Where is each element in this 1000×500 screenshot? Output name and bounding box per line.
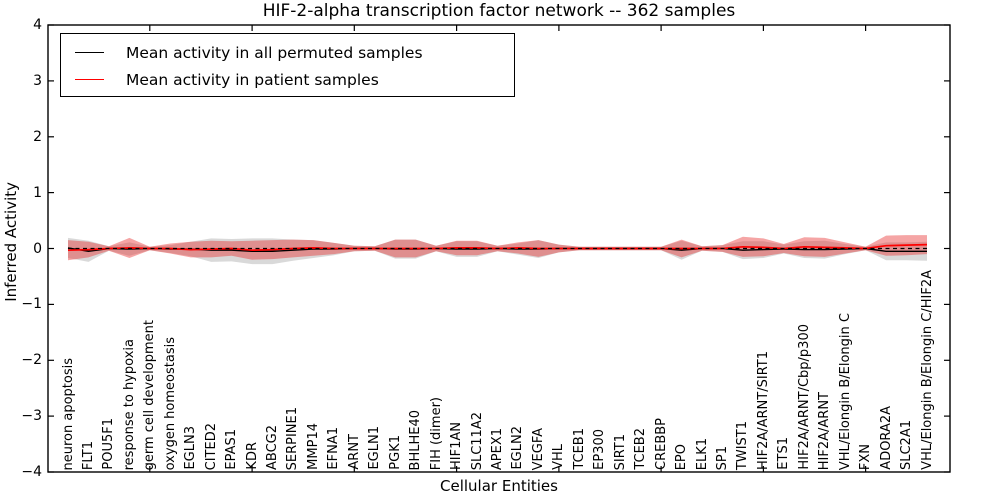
x-category-label: HIF1AN (449, 422, 465, 470)
patient-line-swatch-icon (75, 79, 104, 80)
x-category-label: ADORA2A (878, 406, 894, 470)
x-category-label: EPAS1 (224, 429, 240, 470)
x-category-label: response to hypoxia (121, 338, 137, 470)
x-category-label: HIF2A/ARNT/Cbp/p300 (796, 324, 812, 470)
x-category-label: ABCG2 (265, 424, 281, 470)
x-category-label: VHL/Elongin B/Elongin C/HIF2A (919, 270, 935, 470)
x-category-label: TWIST1 (735, 420, 751, 470)
x-category-label: FLT1 (80, 440, 96, 470)
x-category-label: EGLN3 (183, 426, 199, 470)
y-tick-label: 1 (33, 184, 42, 201)
x-category-label: BHLHE40 (408, 409, 424, 470)
x-category-label: KDR (244, 442, 260, 470)
x-category-label: ARNT (346, 434, 362, 470)
x-category-label: MMP14 (305, 423, 321, 470)
x-category-label: ELK1 (694, 437, 710, 470)
x-category-label: FXN (858, 443, 874, 470)
x-category-label: PGK1 (387, 435, 403, 470)
x-category-label: oxygen homeostasis (162, 336, 178, 470)
x-category-label: VEGFA (530, 427, 546, 470)
y-tick-label: 2 (33, 128, 42, 145)
x-category-label: APEX1 (490, 427, 505, 470)
x-category-label: SIRT1 (612, 433, 628, 470)
legend-item-patient: Mean activity in patient samples (61, 66, 514, 93)
x-category-label: neuron apoptosis (60, 357, 76, 471)
y-tick-label: 0 (33, 240, 42, 257)
x-category-label: EP300 (592, 429, 608, 470)
x-category-label: EPO (674, 443, 690, 470)
x-category-label: EFNA1 (326, 427, 342, 470)
x-category-label: TCEB1 (571, 428, 587, 470)
x-axis-label: Cellular Entities (440, 477, 558, 495)
x-category-label: SP1 (714, 445, 730, 470)
x-category-label: SLC11A2 (469, 411, 485, 470)
permuted-line-swatch-icon (75, 52, 104, 53)
x-category-label: EGLN1 (367, 426, 383, 470)
x-category-label: FIH (dimer) (428, 396, 444, 470)
x-category-label: VHL/Elongin B/Elongin C (837, 312, 853, 470)
x-category-label: EGLN2 (510, 426, 526, 470)
x-category-label: VHL (551, 444, 567, 470)
x-category-label: germ cell development (142, 319, 158, 470)
y-tick-label: 4 (33, 17, 42, 33)
x-category-label: HIF2A/ARNT (817, 391, 833, 470)
y-tick-label: −1 (21, 296, 42, 313)
permuted-std-band (68, 237, 927, 265)
x-category-label: TCEB2 (633, 428, 649, 470)
x-category-label: CITED2 (203, 422, 219, 470)
y-tick-label: 3 (33, 72, 42, 89)
x-category-label: HIF2A/ARNT/SIRT1 (755, 351, 771, 470)
legend-label: Mean activity in patient samples (126, 70, 379, 89)
chart-title: HIF-2-alpha transcription factor network… (262, 1, 736, 21)
legend: Mean activity in all permuted samples Me… (60, 33, 515, 97)
x-category-label: SLC2A1 (899, 419, 915, 470)
legend-label: Mean activity in all permuted samples (126, 43, 423, 62)
legend-item-permuted: Mean activity in all permuted samples (61, 39, 514, 66)
x-category-label: ETS1 (776, 437, 792, 470)
y-tick-label: −3 (21, 408, 42, 425)
x-category-label: SERPINE1 (285, 406, 301, 470)
x-category-label: CREBBP (653, 418, 669, 470)
y-tick-label: −2 (21, 352, 42, 369)
y-tick-label: −4 (21, 464, 42, 480)
x-category-label: POU5F1 (101, 418, 117, 470)
